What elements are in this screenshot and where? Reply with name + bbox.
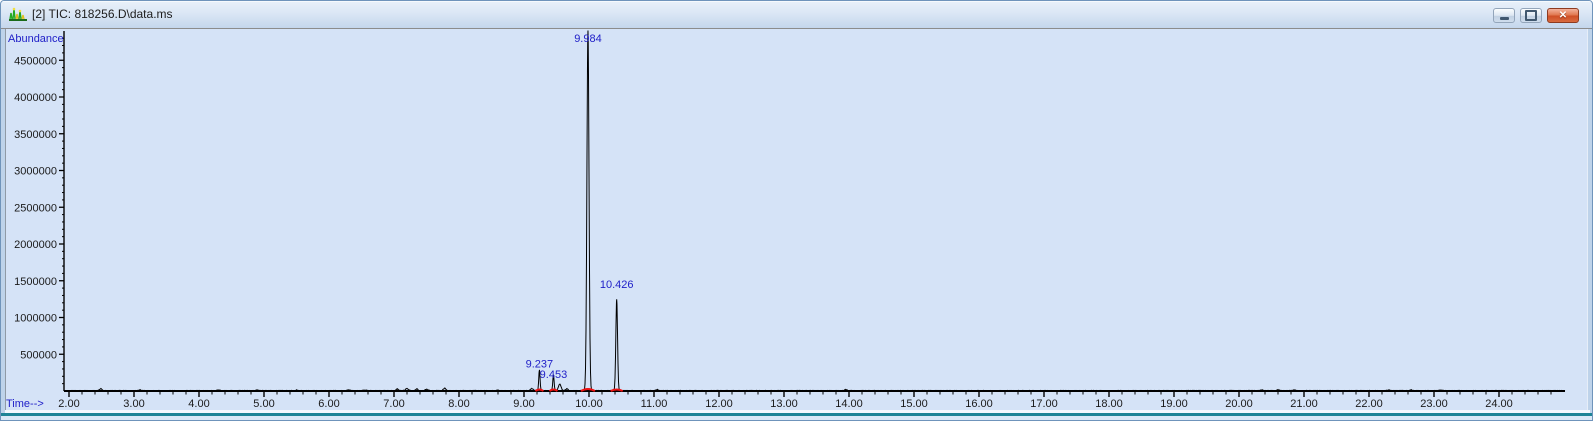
y-tick-label: 2500000 (14, 202, 57, 214)
x-tick-label: 9.00 (513, 398, 534, 410)
frame-pale-strip (1, 416, 1592, 420)
x-tick-label: 17.00 (1030, 398, 1058, 410)
frame-teal-line (1, 413, 1592, 416)
x-tick-label: 2.00 (58, 398, 79, 410)
tic-trace (68, 30, 1566, 392)
x-tick-label: 22.00 (1355, 398, 1383, 410)
frame-highlight (5, 410, 1590, 413)
restore-icon (1525, 10, 1537, 21)
y-tick-label: 4000000 (14, 92, 57, 104)
x-tick-label: 10.00 (575, 398, 603, 410)
plot-background (6, 29, 1587, 410)
peak-label: 9.453 (540, 369, 568, 381)
x-tick-label: 8.00 (448, 398, 469, 410)
plot-area[interactable]: 500000 1000000 1500000 2000000 2500000 300000… (5, 29, 1588, 410)
x-tick-label: 18.00 (1095, 398, 1123, 410)
y-tick-label: 1000000 (14, 313, 57, 325)
x-tick-label: 5.00 (253, 398, 274, 410)
y-tick-label: 1500000 (14, 276, 57, 288)
x-tick-label: 11.00 (641, 398, 668, 410)
restore-button[interactable] (1520, 8, 1542, 23)
integration-mark (610, 388, 624, 392)
peak-label: 9.237 (526, 358, 554, 370)
window-title: [2] TIC: 818256.D\data.ms (32, 7, 173, 21)
x-tick-label: 21.00 (1290, 398, 1318, 410)
title-bar[interactable]: [2] TIC: 818256.D\data.ms ✕ (1, 1, 1592, 29)
window-controls: ✕ (1493, 8, 1579, 23)
x-tick-label: 23.00 (1420, 398, 1448, 410)
close-button[interactable]: ✕ (1547, 8, 1579, 23)
titlebar-highlight (1, 1, 1592, 2)
x-tick-label: 20.00 (1225, 398, 1253, 410)
y-tick-label: 500000 (20, 349, 57, 361)
x-tick-label: 6.00 (318, 398, 339, 410)
window-bottom-frame (1, 410, 1592, 420)
minimize-icon (1499, 16, 1509, 20)
integration-mark (580, 388, 596, 392)
x-tick-label: 14.00 (835, 398, 863, 410)
x-tick-label: 12.00 (705, 398, 733, 410)
x-tick-label: 13.00 (770, 398, 798, 410)
chromatogram-plot[interactable]: 500000 1000000 1500000 2000000 2500000 300000… (6, 29, 1587, 410)
integration-mark (548, 388, 559, 392)
y-tick-label: 4500000 (14, 55, 57, 67)
x-tick-label: 15.00 (900, 398, 928, 410)
y-tick-label: 2000000 (14, 239, 57, 251)
peak-label: 10.426 (600, 279, 634, 291)
y-axis-title: Abundance (8, 33, 64, 45)
x-tick-label: 16.00 (965, 398, 993, 410)
x-tick-label: 19.00 (1160, 398, 1188, 410)
y-tick-label: 3000000 (14, 166, 57, 178)
integration-mark (534, 388, 545, 392)
x-tick-label: 24.00 (1485, 398, 1513, 410)
close-icon: ✕ (1558, 9, 1568, 21)
y-tick-label: 3500000 (14, 129, 57, 141)
chromatogram-icon (9, 7, 27, 21)
x-tick-label: 3.00 (123, 398, 144, 410)
x-tick-label: 7.00 (383, 398, 404, 410)
peak-label: 9.984 (574, 33, 602, 45)
minimize-button[interactable] (1493, 8, 1515, 23)
x-tick-label: 4.00 (188, 398, 209, 410)
x-axis-title: Time--> (6, 398, 44, 410)
